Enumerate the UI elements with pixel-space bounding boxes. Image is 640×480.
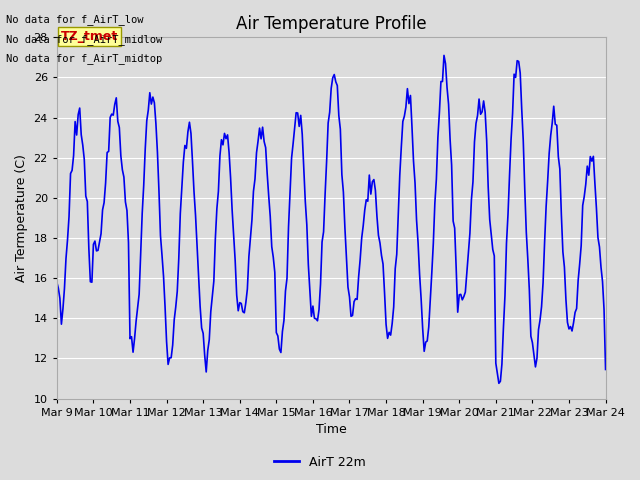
Text: No data for f_AirT_midtop: No data for f_AirT_midtop	[6, 53, 163, 64]
Text: TZ_tmet: TZ_tmet	[61, 30, 118, 43]
Legend: AirT 22m: AirT 22m	[269, 451, 371, 474]
Text: No data for f_AirT_midlow: No data for f_AirT_midlow	[6, 34, 163, 45]
X-axis label: Time: Time	[316, 423, 347, 436]
Title: Air Temperature Profile: Air Temperature Profile	[236, 15, 426, 33]
Y-axis label: Air Termperature (C): Air Termperature (C)	[15, 154, 28, 282]
Text: No data for f_AirT_low: No data for f_AirT_low	[6, 14, 144, 25]
